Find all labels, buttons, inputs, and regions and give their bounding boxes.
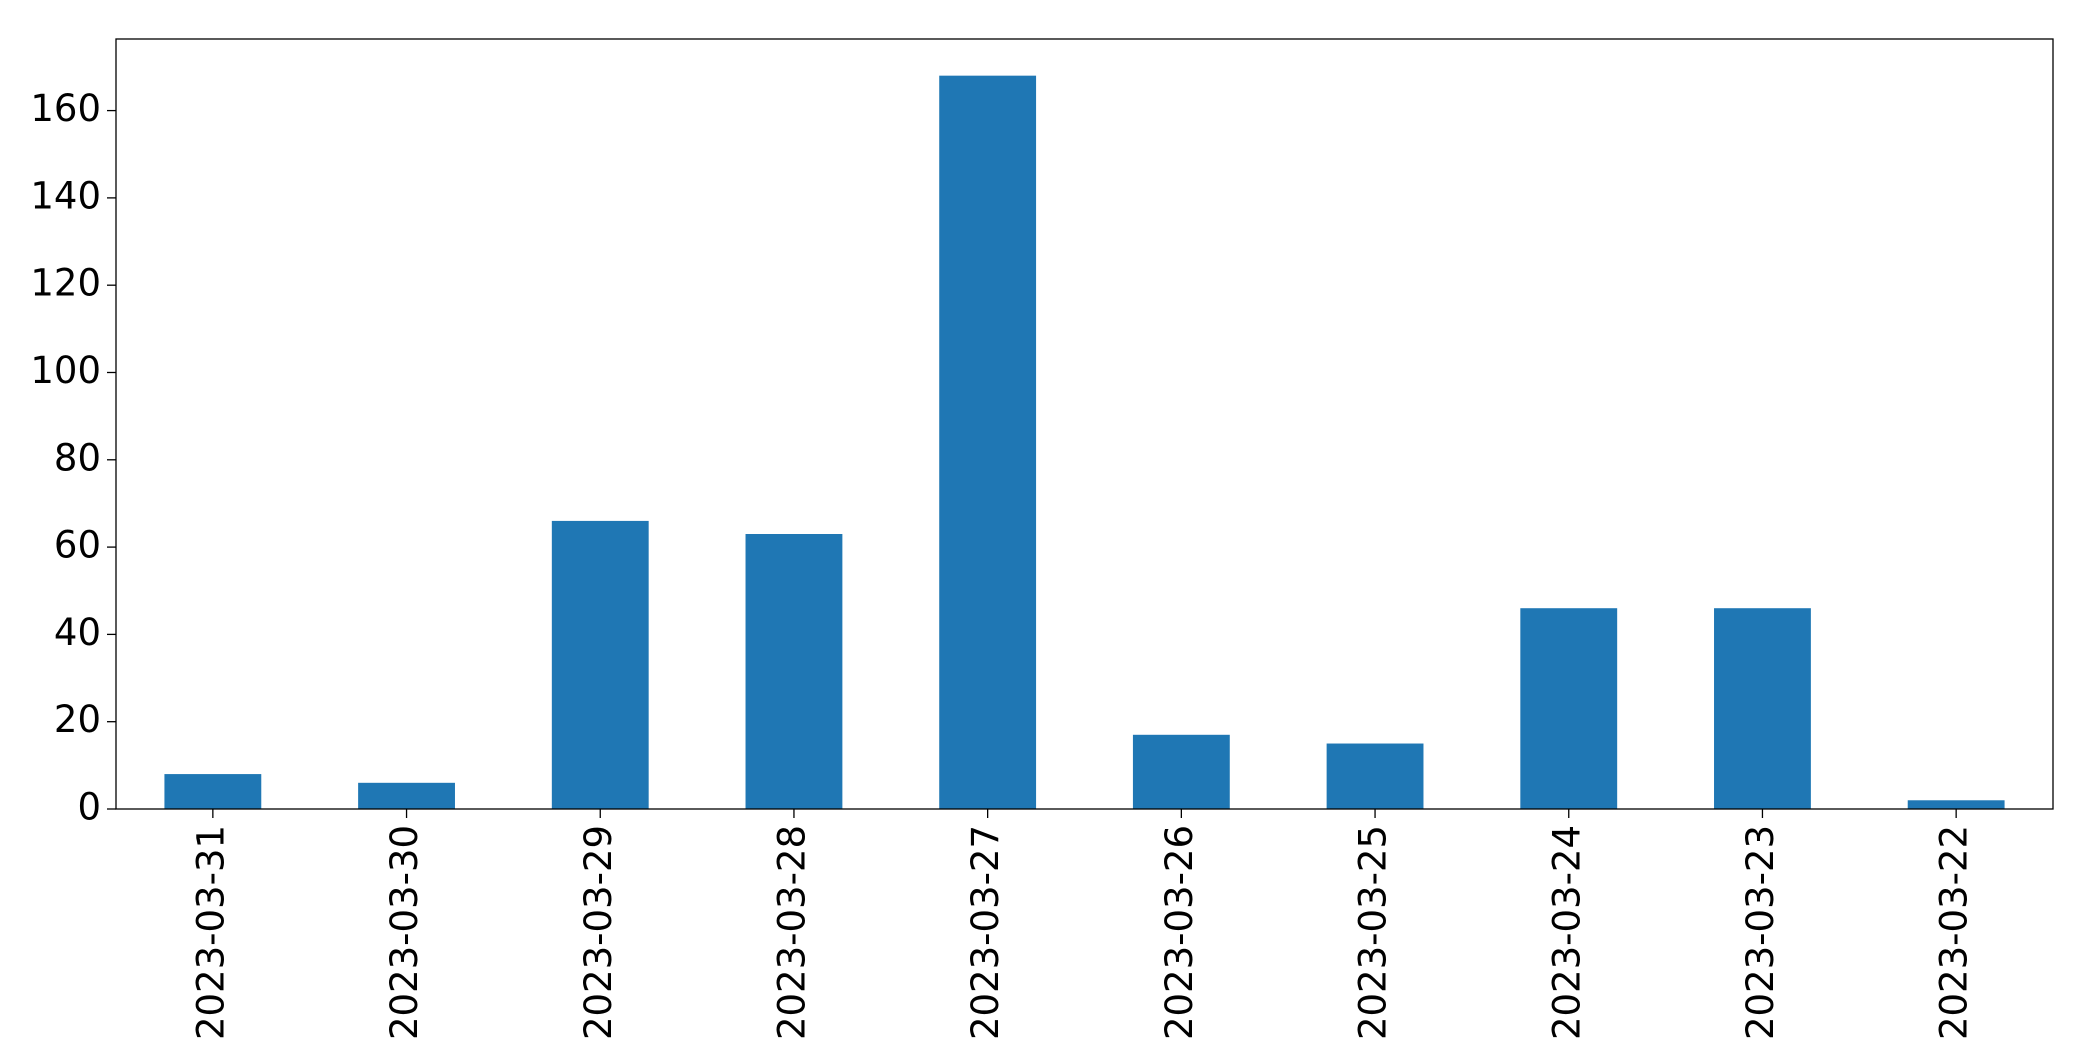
bar bbox=[745, 534, 843, 809]
y-tick-label: 20 bbox=[54, 698, 101, 741]
x-tick-label: 2023-03-27 bbox=[964, 825, 1007, 1040]
bar bbox=[1326, 743, 1424, 809]
x-tick-label: 2023-03-26 bbox=[1158, 825, 1201, 1040]
x-tick-label: 2023-03-23 bbox=[1739, 825, 1782, 1040]
bar bbox=[939, 75, 1037, 809]
x-tick-label: 2023-03-31 bbox=[189, 825, 232, 1040]
bar bbox=[1132, 734, 1230, 809]
x-tick-label: 2023-03-22 bbox=[1933, 825, 1976, 1040]
y-tick-label: 100 bbox=[30, 349, 101, 392]
bar bbox=[1714, 608, 1811, 809]
y-tick-label: 140 bbox=[30, 174, 101, 217]
bar bbox=[1520, 608, 1618, 809]
y-tick-label: 160 bbox=[30, 87, 101, 130]
y-tick-label: 0 bbox=[77, 786, 101, 829]
x-tick-label: 2023-03-30 bbox=[383, 825, 426, 1040]
plot-frame bbox=[115, 38, 2054, 810]
y-tick-label: 40 bbox=[54, 611, 101, 654]
bar bbox=[358, 782, 455, 809]
bar bbox=[551, 520, 649, 809]
x-tick-label: 2023-03-29 bbox=[577, 825, 620, 1040]
x-tick-label: 2023-03-24 bbox=[1545, 825, 1588, 1040]
x-tick-label: 2023-03-28 bbox=[770, 825, 813, 1040]
y-tick-label: 80 bbox=[54, 436, 101, 479]
bar bbox=[1907, 800, 2005, 809]
y-tick-label: 60 bbox=[54, 524, 101, 567]
bar bbox=[164, 774, 262, 809]
y-tick-label: 120 bbox=[30, 262, 101, 305]
x-tick-label: 2023-03-25 bbox=[1352, 825, 1395, 1040]
